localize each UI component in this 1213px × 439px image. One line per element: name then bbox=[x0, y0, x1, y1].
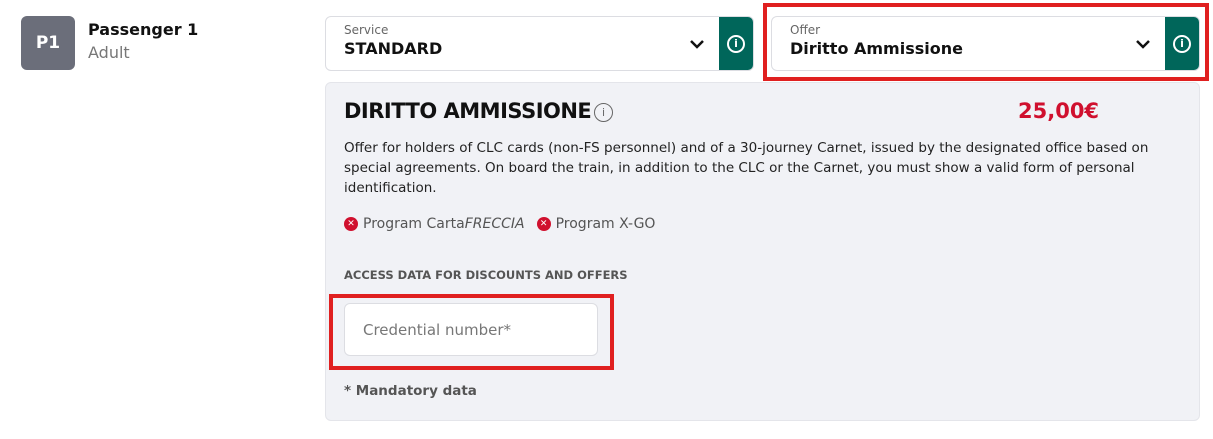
info-icon: i bbox=[1173, 34, 1191, 53]
offer-info-button[interactable]: i bbox=[1165, 17, 1199, 70]
program-list: ✕ Program CartaFRECCIA ✕ Program X-GO bbox=[344, 216, 655, 232]
highlight-box bbox=[763, 3, 1209, 81]
offer-label: Offer bbox=[790, 23, 821, 37]
x-circle-icon: ✕ bbox=[344, 217, 358, 231]
offer-value: Diritto Ammissione bbox=[790, 39, 963, 58]
passenger-avatar: P1 bbox=[21, 16, 75, 70]
credential-number-input[interactable] bbox=[344, 303, 598, 356]
service-info-button[interactable]: i bbox=[719, 17, 753, 70]
offer-price: 25,00€ bbox=[1018, 99, 1100, 123]
info-icon[interactable]: i bbox=[594, 103, 613, 122]
program-label: Program Carta bbox=[363, 216, 465, 232]
x-circle-icon: ✕ bbox=[536, 217, 551, 231]
access-data-label: ACCESS DATA FOR DISCOUNTS AND OFFERS bbox=[344, 268, 628, 282]
chevron-down-icon bbox=[689, 35, 705, 54]
program-item: ✕ Program CartaFRECCIA bbox=[344, 216, 525, 232]
offer-description: Offer for holders of CLC cards (non-FS p… bbox=[344, 140, 1149, 196]
highlight-box bbox=[329, 294, 614, 370]
info-icon: i bbox=[727, 34, 745, 53]
passenger-type: Adult bbox=[88, 43, 130, 62]
service-label: Service bbox=[344, 23, 389, 37]
service-value: STANDARD bbox=[344, 39, 443, 58]
chevron-down-icon bbox=[1135, 35, 1151, 54]
offer-details-panel bbox=[325, 82, 1200, 421]
offer-title: DIRITTO AMMISSIONE bbox=[344, 99, 592, 123]
program-label: Program X-GO bbox=[555, 216, 656, 232]
offer-select[interactable]: Offer Diritto Ammissione i bbox=[771, 16, 1200, 71]
mandatory-note: * Mandatory data bbox=[344, 383, 477, 399]
program-label-italic: FRECCIA bbox=[464, 216, 525, 232]
service-select[interactable]: Service STANDARD i bbox=[325, 16, 754, 71]
passenger-name: Passenger 1 bbox=[88, 20, 199, 39]
program-item: ✕ Program X-GO bbox=[536, 216, 656, 232]
